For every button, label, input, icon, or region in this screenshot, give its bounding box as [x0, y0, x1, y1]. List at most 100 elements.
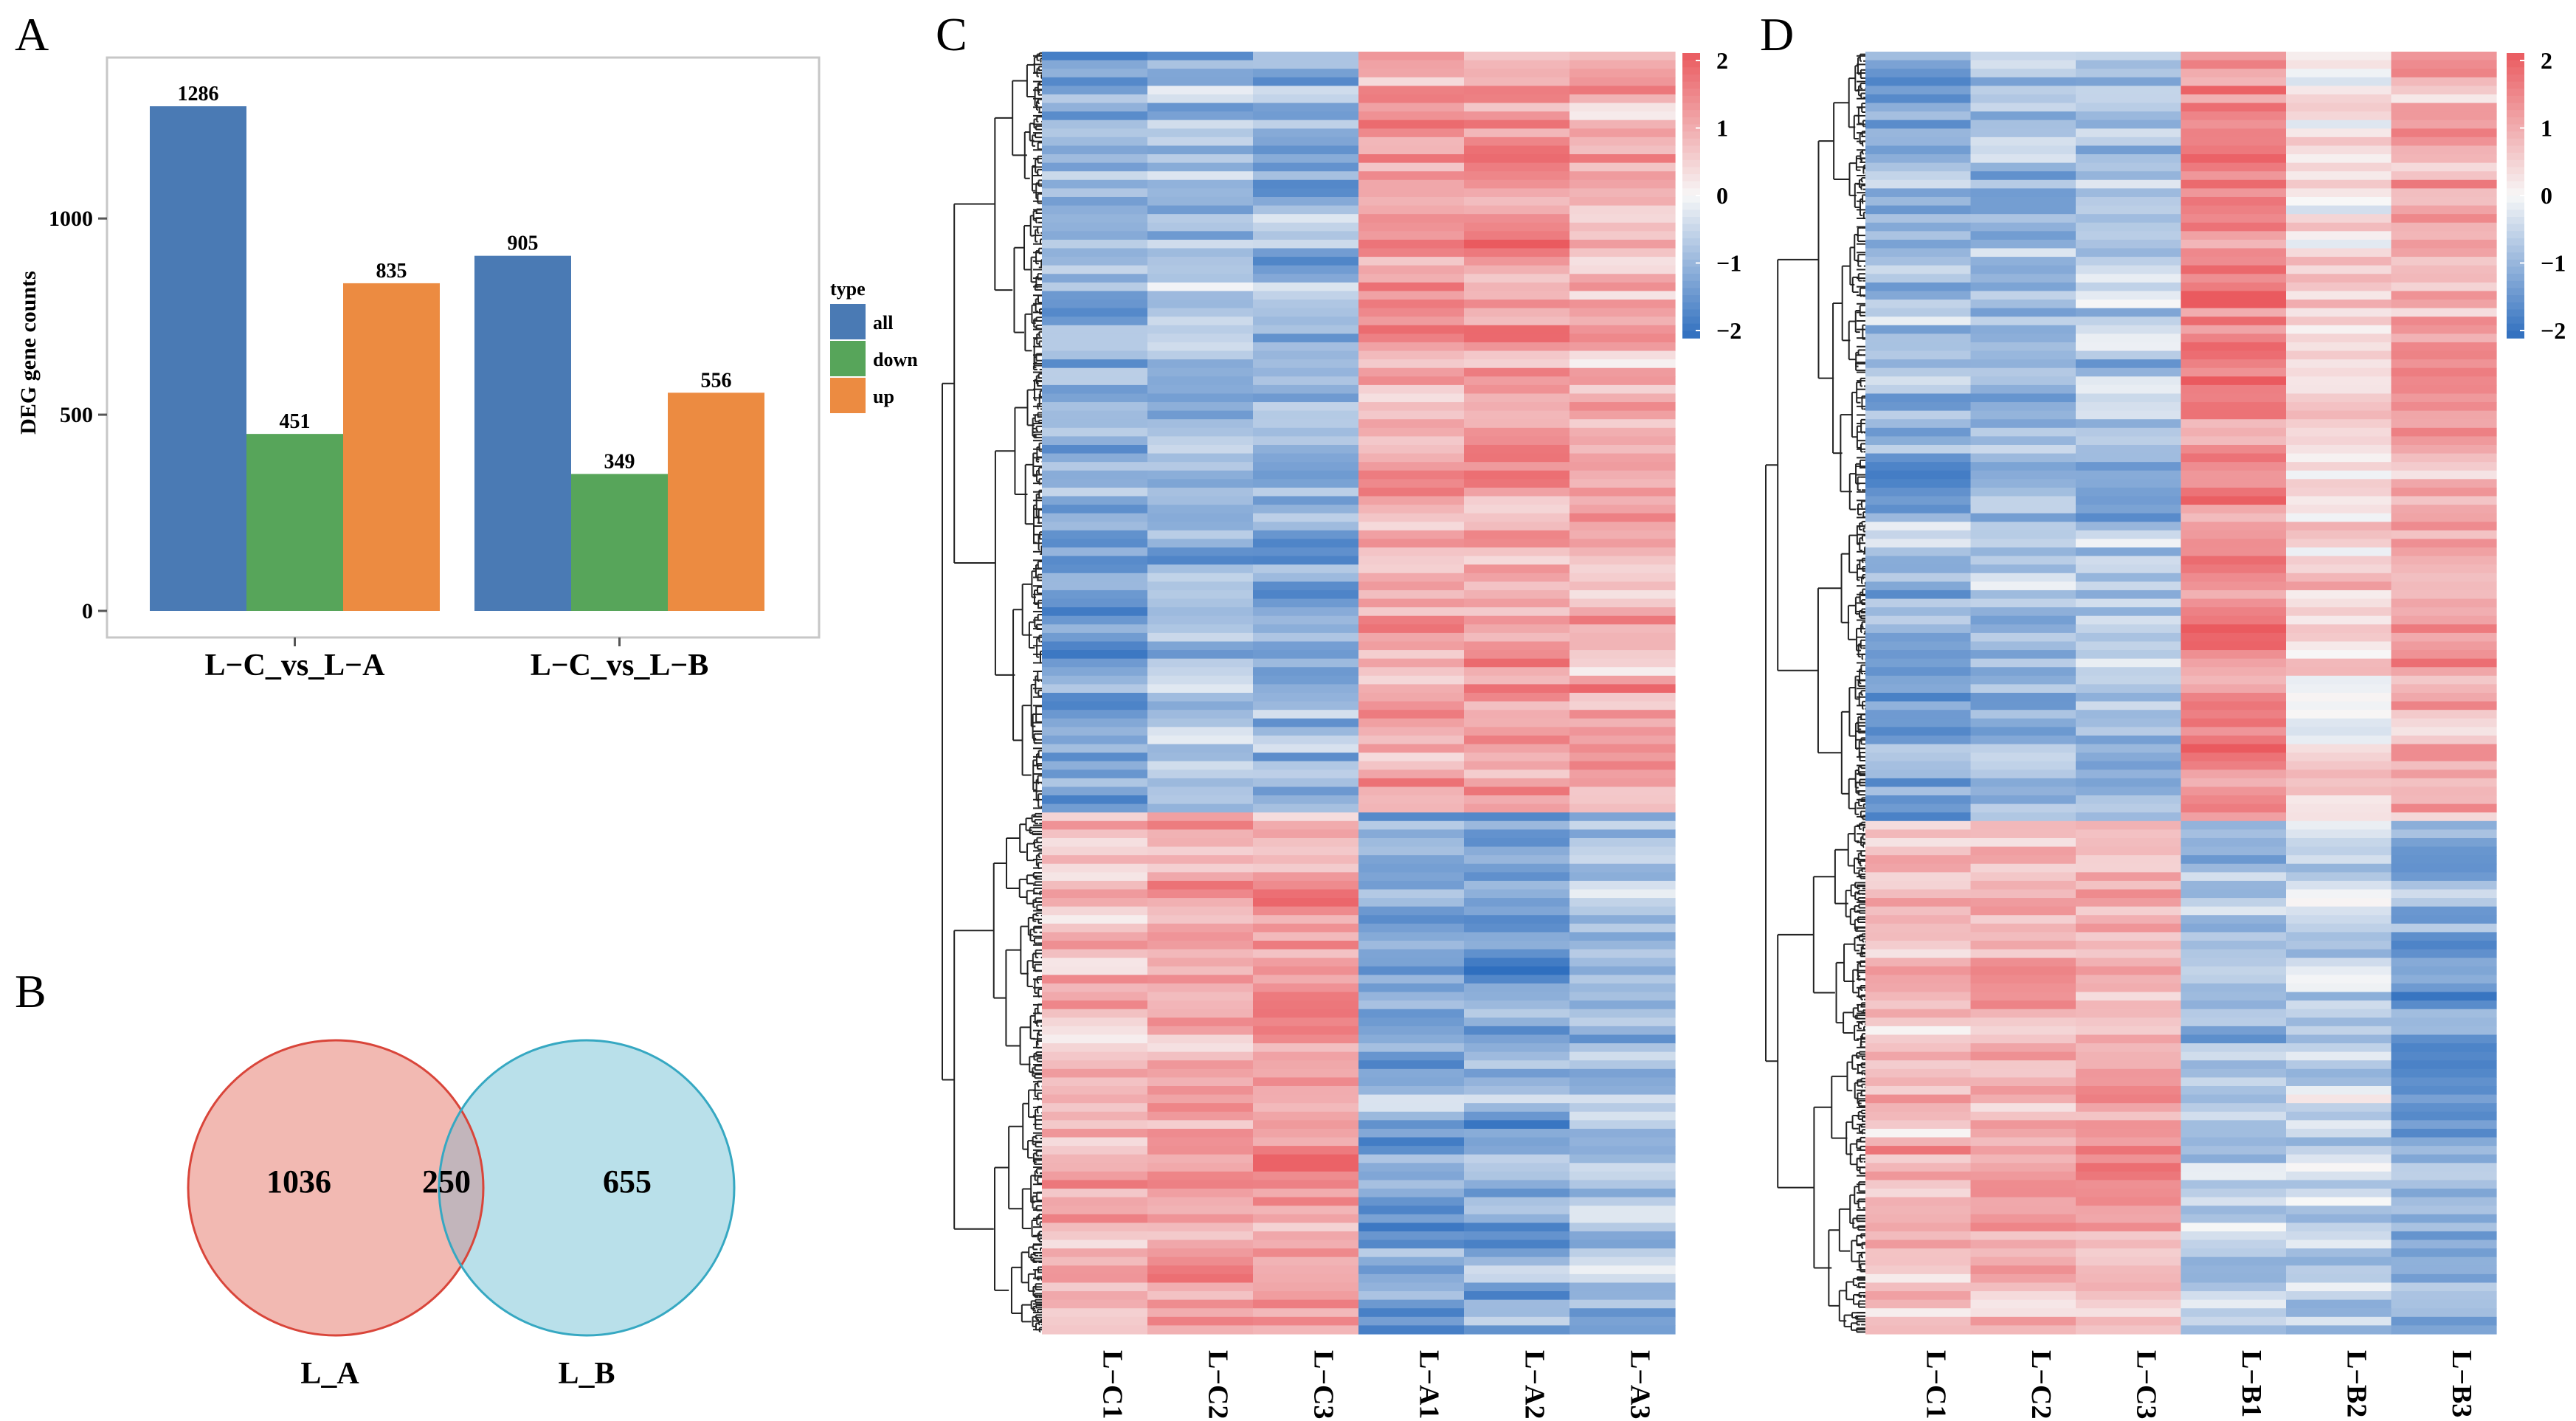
heatmap-cell	[1464, 300, 1570, 309]
heatmap-cell	[1865, 462, 1972, 471]
heatmap-cell	[1970, 590, 2076, 600]
heatmap-cell	[1570, 188, 1676, 198]
venn-outline-l-a	[187, 1039, 485, 1337]
heatmap-cell	[1970, 145, 2076, 155]
heatmap-cell	[1147, 607, 1254, 617]
heatmap-cell	[1570, 367, 1676, 377]
color-scale-step	[1682, 53, 1700, 61]
heatmap-cell	[2180, 1103, 2287, 1113]
heatmap-cell	[1147, 744, 1254, 753]
color-scale-step	[1682, 216, 1700, 225]
heatmap-cell	[1147, 932, 1254, 941]
heatmap-cell	[1865, 1214, 1972, 1223]
heatmap-cell	[1042, 573, 1148, 582]
heatmap-cell	[1042, 1111, 1148, 1121]
heatmap-cell	[1253, 1154, 1359, 1164]
heatmap-cell	[2391, 958, 2497, 967]
heatmap-cell	[2076, 992, 2182, 1001]
heatmap-cell	[1253, 111, 1359, 121]
heatmap-cell	[1042, 1094, 1148, 1104]
heatmap-cell	[1358, 1154, 1465, 1164]
heatmap-cell	[2391, 727, 2497, 736]
heatmap-cell	[2286, 136, 2392, 147]
heatmap-cell	[2076, 889, 2182, 899]
heatmap-cell	[2076, 941, 2182, 950]
heatmap-cell	[1970, 829, 2076, 839]
heatmap-cell	[2391, 1265, 2497, 1275]
heatmap-cell	[2180, 1043, 2287, 1053]
heatmap-cell	[1358, 1291, 1465, 1301]
heatmap-cell	[1253, 958, 1359, 967]
heatmap-cell	[1970, 1137, 2076, 1147]
heatmap-cell	[1253, 735, 1359, 745]
heatmap-cell	[1865, 564, 1972, 574]
heatmap-cell	[1253, 69, 1359, 78]
heatmap-cell	[2180, 761, 2287, 770]
heatmap-cell	[1970, 308, 2076, 317]
heatmap-cell	[2286, 650, 2392, 660]
heatmap-cell	[1970, 86, 2076, 95]
color-scale-step	[2507, 181, 2524, 190]
color-scale-step	[2507, 53, 2524, 61]
heatmap-cell	[1970, 898, 2076, 907]
heatmap-cell	[1042, 820, 1148, 830]
heatmap-cell	[1358, 667, 1465, 677]
heatmap-cell	[2391, 505, 2497, 514]
heatmap-cell	[2286, 983, 2392, 993]
heatmap-cell	[1253, 607, 1359, 617]
heatmap-cell	[1253, 325, 1359, 334]
heatmap-cell	[1358, 778, 1465, 788]
heatmap-cell	[2286, 1180, 2392, 1189]
heatmap-cell	[2286, 52, 2392, 61]
heatmap-cell	[2076, 598, 2182, 608]
heatmap-cell	[1464, 513, 1570, 522]
heatmap-cell	[2286, 1206, 2392, 1215]
heatmap-cell	[1464, 419, 1570, 429]
heatmap-cell	[1358, 1206, 1465, 1215]
heatmap-cell	[2286, 547, 2392, 557]
heatmap-cell	[2391, 257, 2497, 266]
heatmap-cell	[1865, 795, 1972, 805]
color-scale-step	[1682, 238, 1700, 246]
heatmap-cell	[1253, 214, 1359, 224]
heatmap-cell	[1042, 1308, 1148, 1318]
heatmap-cell	[1042, 650, 1148, 660]
heatmap-cell	[1464, 753, 1570, 762]
heatmap-cell	[1042, 128, 1148, 138]
heatmap-cell	[1147, 992, 1254, 1001]
heatmap-cell	[1570, 1273, 1676, 1284]
heatmap-cell	[2391, 1017, 2497, 1027]
color-scale-step	[2507, 81, 2524, 90]
heatmap-cell	[1147, 1231, 1254, 1241]
heatmap-cell	[2180, 222, 2287, 232]
heatmap-cell	[1464, 69, 1570, 78]
heatmap-cell	[1865, 966, 1972, 975]
heatmap-cell	[2391, 111, 2497, 121]
heatmap-cell	[1147, 410, 1254, 420]
heatmap-cell	[1358, 590, 1465, 600]
heatmap-cell	[1147, 274, 1254, 283]
heatmap-cell	[1970, 1282, 2076, 1292]
heatmap-cell	[2286, 1137, 2392, 1147]
heatmap-cell	[1570, 1094, 1676, 1104]
heatmap-cell	[1147, 975, 1254, 984]
heatmap-cell	[1970, 1189, 2076, 1198]
heatmap-cell	[1358, 342, 1465, 352]
heatmap-cell	[1253, 1206, 1359, 1215]
heatmap-cell	[2180, 1206, 2287, 1215]
venn-set-label-l-b: L_B	[558, 1357, 615, 1391]
heatmap-cell	[2180, 453, 2287, 463]
heatmap-cell	[1042, 863, 1148, 873]
heatmap-cell	[1570, 1009, 1676, 1018]
heatmap-cell	[1358, 829, 1465, 839]
heatmap-cell	[2286, 803, 2392, 813]
heatmap-cell	[2076, 1103, 2182, 1113]
heatmap-cell	[1570, 735, 1676, 745]
heatmap-cell	[1147, 863, 1254, 873]
heatmap-cell	[1042, 941, 1148, 950]
heatmap-cell	[1865, 812, 1972, 822]
heatmap-cell	[1464, 906, 1570, 916]
heatmap-cell	[2076, 872, 2182, 882]
heatmap-cell	[1147, 444, 1254, 454]
bar-value-label: 349	[604, 450, 635, 473]
